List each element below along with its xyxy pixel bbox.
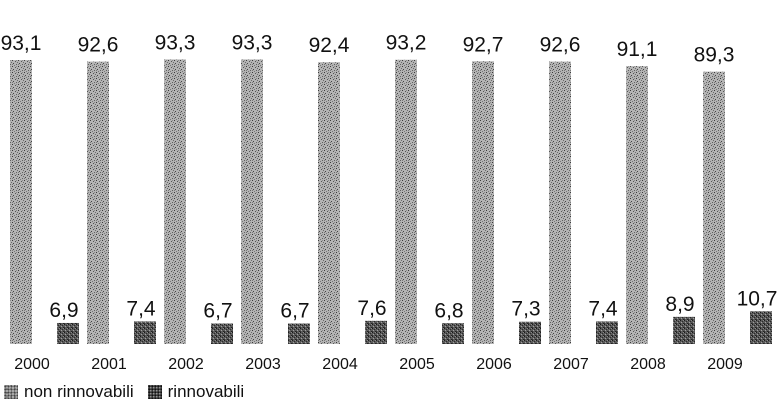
value-label-rinnovabili-2002: 6,7 [203, 300, 232, 323]
bar-rinnovabili-2007 [596, 321, 618, 344]
legend-swatch-rinnovabili [147, 385, 162, 399]
bar-non-rinnovabili-2005 [395, 59, 417, 345]
bar-non-rinnovabili-2008 [626, 66, 648, 345]
value-label-non-rinnovabili-2009: 89,3 [694, 44, 735, 67]
x-tick-label-2000: 2000 [14, 356, 50, 373]
bar-rinnovabili-2003 [288, 323, 310, 344]
x-tick-label-2005: 2005 [399, 356, 435, 373]
x-tick-label-2007: 2007 [553, 356, 589, 373]
value-label-rinnovabili-2004: 7,6 [357, 297, 386, 320]
value-label-rinnovabili-2003: 6,7 [280, 300, 309, 323]
x-tick-label-2001: 2001 [91, 356, 127, 373]
x-tick-label-2009: 2009 [707, 356, 743, 373]
bar-non-rinnovabili-2007 [549, 61, 571, 344]
bar-rinnovabili-2008 [673, 316, 695, 344]
value-label-rinnovabili-2000: 6,9 [49, 299, 78, 322]
bar-non-rinnovabili-2004 [318, 62, 340, 345]
value-label-non-rinnovabili-2004: 92,4 [309, 34, 350, 57]
value-label-rinnovabili-2009: 10,7 [737, 287, 778, 310]
x-tick-label-2004: 2004 [322, 356, 358, 373]
value-label-non-rinnovabili-2008: 91,1 [617, 38, 658, 61]
bar-non-rinnovabili-2003 [241, 59, 263, 345]
legend-label-rinnovabili: rinnovabili [167, 382, 245, 401]
x-tick-label-2003: 2003 [245, 356, 281, 373]
value-label-non-rinnovabili-2003: 93,3 [232, 31, 273, 54]
bar-rinnovabili-2006 [519, 321, 541, 344]
bar-non-rinnovabili-2006 [472, 61, 494, 344]
bar-rinnovabili-2000 [57, 322, 79, 344]
legend-label-non-rinnovabili: non rinnovabili [24, 382, 134, 401]
bar-rinnovabili-2002 [211, 323, 233, 344]
bar-rinnovabili-2001 [134, 321, 156, 344]
value-label-non-rinnovabili-2000: 93,1 [1, 32, 42, 55]
value-label-non-rinnovabili-2006: 92,7 [463, 33, 504, 56]
legend-item-non-rinnovabili: non rinnovabili [4, 382, 134, 402]
value-label-rinnovabili-2007: 7,4 [588, 297, 618, 320]
bars-group [10, 59, 772, 345]
value-label-rinnovabili-2005: 6,8 [434, 299, 463, 322]
x-tick-label-2008: 2008 [630, 356, 666, 373]
value-label-non-rinnovabili-2007: 92,6 [540, 34, 581, 57]
value-label-non-rinnovabili-2001: 92,6 [78, 34, 119, 57]
legend: non rinnovabili rinnovabili [4, 382, 258, 402]
bar-non-rinnovabili-2001 [87, 61, 109, 344]
bar-rinnovabili-2005 [442, 323, 464, 344]
bar-rinnovabili-2004 [365, 320, 387, 344]
bar-non-rinnovabili-2002 [164, 59, 186, 345]
value-labels-group: 93,1 6,9 92,6 7,4 93,3 6,7 93,3 6,7 92,4 7,6 93,2 6… [1, 31, 778, 322]
value-label-rinnovabili-2008: 8,9 [665, 293, 694, 316]
x-tick-label-2002: 2002 [168, 356, 204, 373]
x-tick-label-2006: 2006 [476, 356, 512, 373]
bar-rinnovabili-2009 [750, 311, 772, 344]
legend-swatch-non-rinnovabili [4, 385, 18, 399]
bar-non-rinnovabili-2009 [703, 71, 725, 344]
value-label-non-rinnovabili-2005: 93,2 [386, 32, 427, 55]
bar-non-rinnovabili-2000 [10, 60, 32, 345]
value-label-rinnovabili-2006: 7,3 [511, 298, 540, 321]
value-label-non-rinnovabili-2002: 93,3 [155, 31, 196, 54]
x-axis-tick-labels: 2000 2001 2002 2003 2004 2005 2006 2007 2008 2009 [14, 356, 743, 373]
value-label-rinnovabili-2001: 7,4 [126, 297, 156, 320]
legend-item-rinnovabili: rinnovabili [147, 382, 245, 402]
